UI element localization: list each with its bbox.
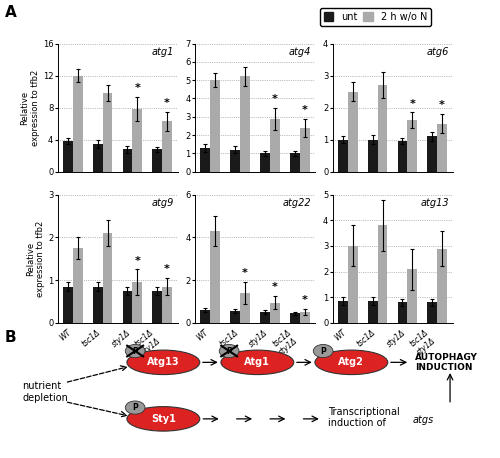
Bar	[162, 287, 172, 323]
Bar	[152, 149, 162, 172]
Bar	[200, 310, 210, 323]
Circle shape	[126, 344, 145, 358]
Text: atg6: atg6	[426, 47, 449, 57]
Circle shape	[314, 344, 333, 358]
Text: P: P	[132, 403, 138, 412]
Bar	[437, 124, 447, 172]
Ellipse shape	[315, 350, 388, 375]
Y-axis label: Relative
expression to tfb2: Relative expression to tfb2	[26, 221, 45, 297]
Bar	[428, 136, 437, 172]
Bar	[102, 233, 113, 323]
Bar	[122, 291, 132, 323]
Text: *: *	[134, 83, 140, 93]
Bar	[378, 85, 388, 172]
Bar	[230, 150, 240, 172]
Text: Atg2: Atg2	[338, 357, 364, 367]
Bar	[162, 121, 172, 172]
Text: *: *	[272, 282, 278, 292]
Bar	[63, 287, 73, 323]
Text: Transcriptional
induction of: Transcriptional induction of	[328, 407, 400, 428]
Bar	[73, 248, 83, 323]
Legend: unt, 2 h w/o N: unt, 2 h w/o N	[320, 8, 431, 26]
Text: atgs: atgs	[413, 414, 434, 425]
Text: *: *	[302, 105, 308, 115]
Bar	[260, 312, 270, 323]
Text: *: *	[242, 268, 248, 278]
Bar	[300, 128, 310, 172]
Bar	[210, 231, 220, 323]
Bar	[300, 312, 310, 323]
Bar	[270, 119, 280, 172]
Circle shape	[126, 401, 145, 414]
Text: *: *	[134, 256, 140, 266]
Bar	[102, 93, 113, 172]
Text: atg1: atg1	[152, 47, 174, 57]
Bar	[368, 140, 378, 172]
Ellipse shape	[127, 350, 200, 375]
Text: Atg1: Atg1	[244, 357, 270, 367]
Bar	[132, 109, 142, 172]
Text: atg4: atg4	[289, 47, 312, 57]
Text: *: *	[164, 264, 170, 274]
Bar	[368, 301, 378, 323]
Bar	[338, 301, 348, 323]
Text: A: A	[5, 5, 17, 20]
Text: nutrient
depletion: nutrient depletion	[22, 382, 68, 403]
Bar	[398, 302, 407, 323]
Bar	[132, 282, 142, 323]
Bar	[408, 269, 417, 323]
Bar	[93, 144, 102, 172]
Bar	[230, 311, 240, 323]
Bar	[240, 76, 250, 172]
Bar	[398, 141, 407, 172]
Text: AUTOPHAGY
INDUCTION: AUTOPHAGY INDUCTION	[415, 353, 478, 372]
Bar	[152, 291, 162, 323]
Text: P: P	[320, 347, 326, 355]
Bar	[270, 303, 280, 323]
Bar	[93, 287, 102, 323]
Bar	[122, 149, 132, 172]
Bar	[437, 249, 447, 323]
Text: *: *	[164, 98, 170, 108]
Text: B: B	[5, 330, 16, 345]
Text: *: *	[302, 295, 308, 305]
Bar	[408, 120, 417, 172]
Text: *: *	[439, 100, 445, 110]
Bar	[73, 76, 83, 172]
Bar	[200, 148, 210, 172]
Ellipse shape	[127, 407, 200, 431]
Text: *: *	[410, 98, 416, 109]
Text: Atg13: Atg13	[147, 357, 180, 367]
Text: atg13: atg13	[420, 198, 449, 208]
Text: *: *	[272, 94, 278, 104]
Bar	[348, 92, 358, 172]
Bar	[63, 141, 73, 172]
Bar	[290, 313, 300, 323]
Ellipse shape	[221, 350, 294, 375]
Bar	[210, 80, 220, 172]
Bar	[338, 140, 348, 172]
Bar	[290, 153, 300, 172]
Text: P: P	[226, 347, 232, 355]
Bar	[378, 225, 388, 323]
Text: atg9: atg9	[152, 198, 174, 208]
Text: Sty1: Sty1	[151, 414, 176, 424]
Bar	[260, 153, 270, 172]
Text: P: P	[132, 347, 138, 355]
Bar	[240, 293, 250, 323]
Circle shape	[220, 344, 239, 358]
Bar	[428, 302, 437, 323]
Text: atg22: atg22	[283, 198, 312, 208]
Bar	[348, 246, 358, 323]
Y-axis label: Relative
expression to tfb2: Relative expression to tfb2	[20, 70, 40, 146]
